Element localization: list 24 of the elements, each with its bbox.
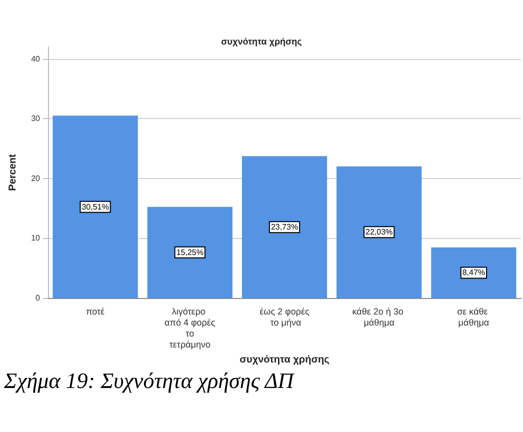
data-label: 15,25% — [176, 248, 204, 257]
chart-title: συχνότητα χρήσης — [221, 36, 302, 46]
x-tick-label: έως 2 φορές το μήνα — [260, 306, 310, 328]
x-tick-label: λιγότερο από 4 φορές το τετράμηνο — [164, 306, 216, 350]
data-label: 8,47% — [462, 268, 486, 278]
data-label: 22,03% — [366, 228, 393, 237]
x-axis-title: συχνότητα χρήσης — [240, 354, 330, 366]
y-axis-title: Percent — [8, 153, 18, 191]
y-tick-label: 30 — [31, 114, 41, 124]
bar — [242, 156, 328, 298]
text: Σχήμα 19: Συχνότητα χρήσης ΔΠ — [4, 368, 294, 394]
bar — [336, 166, 422, 298]
data-label: 23,73% — [270, 222, 298, 232]
x-tick-label: ποτέ — [86, 306, 105, 316]
data-label: 30,51% — [82, 202, 109, 212]
y-tick-label: 40 — [31, 54, 41, 64]
bar — [147, 206, 232, 298]
y-tick-label: 20 — [31, 174, 41, 183]
y-tick-label: 10 — [31, 234, 41, 243]
x-tick-label: κάθε 2ο ή 3ο μάθημα — [352, 306, 406, 328]
x-tick-label: σε κάθε μάθημα — [457, 306, 490, 328]
bar — [431, 247, 516, 298]
y-tick-label: 0 — [36, 294, 41, 302]
bar — [52, 116, 138, 298]
